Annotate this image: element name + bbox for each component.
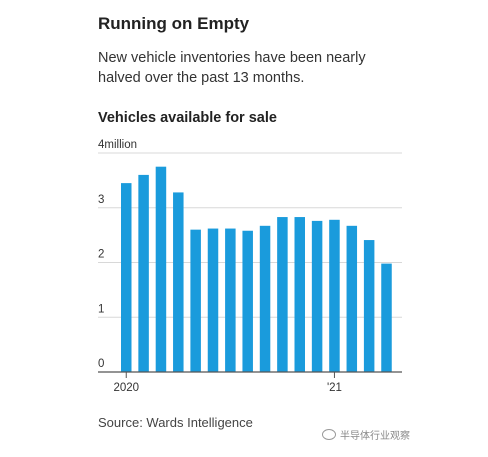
x-tick-label: '21	[327, 382, 342, 394]
bar-6	[225, 228, 236, 372]
bar-11	[311, 220, 323, 372]
chart-title: Vehicles available for sale	[98, 110, 277, 126]
bar-14	[363, 240, 375, 372]
bar-1	[138, 174, 149, 372]
bar-0	[121, 183, 132, 372]
y-tick-label: 2	[98, 249, 104, 261]
source-note: Source: Wards Intelligence	[98, 415, 253, 430]
bar-10	[294, 217, 305, 372]
bar-5	[207, 228, 219, 372]
bar-2	[155, 166, 167, 372]
watermark-text: 半导体行业观察	[340, 431, 410, 442]
bar-4	[190, 229, 201, 372]
bar-12	[329, 219, 340, 372]
chart-subtitle: New vehicle inventories have been nearly…	[98, 50, 366, 86]
wechat-icon	[322, 429, 336, 440]
bar-15	[381, 263, 392, 372]
y-tick-label: 3	[98, 194, 104, 206]
y-tick-label: 1	[98, 303, 104, 315]
y-tick-label: 0	[98, 358, 104, 370]
x-tick-label: 2020	[113, 382, 139, 394]
bar-8	[259, 225, 271, 372]
bar-13	[346, 225, 358, 372]
bar-9	[277, 217, 288, 372]
watermark: 半导体行业观察	[322, 427, 410, 442]
bar-7	[242, 230, 253, 372]
y-tick-label: 4million	[98, 139, 137, 151]
chart-headline: Running on Empty	[98, 14, 250, 33]
bar-3	[173, 192, 184, 372]
